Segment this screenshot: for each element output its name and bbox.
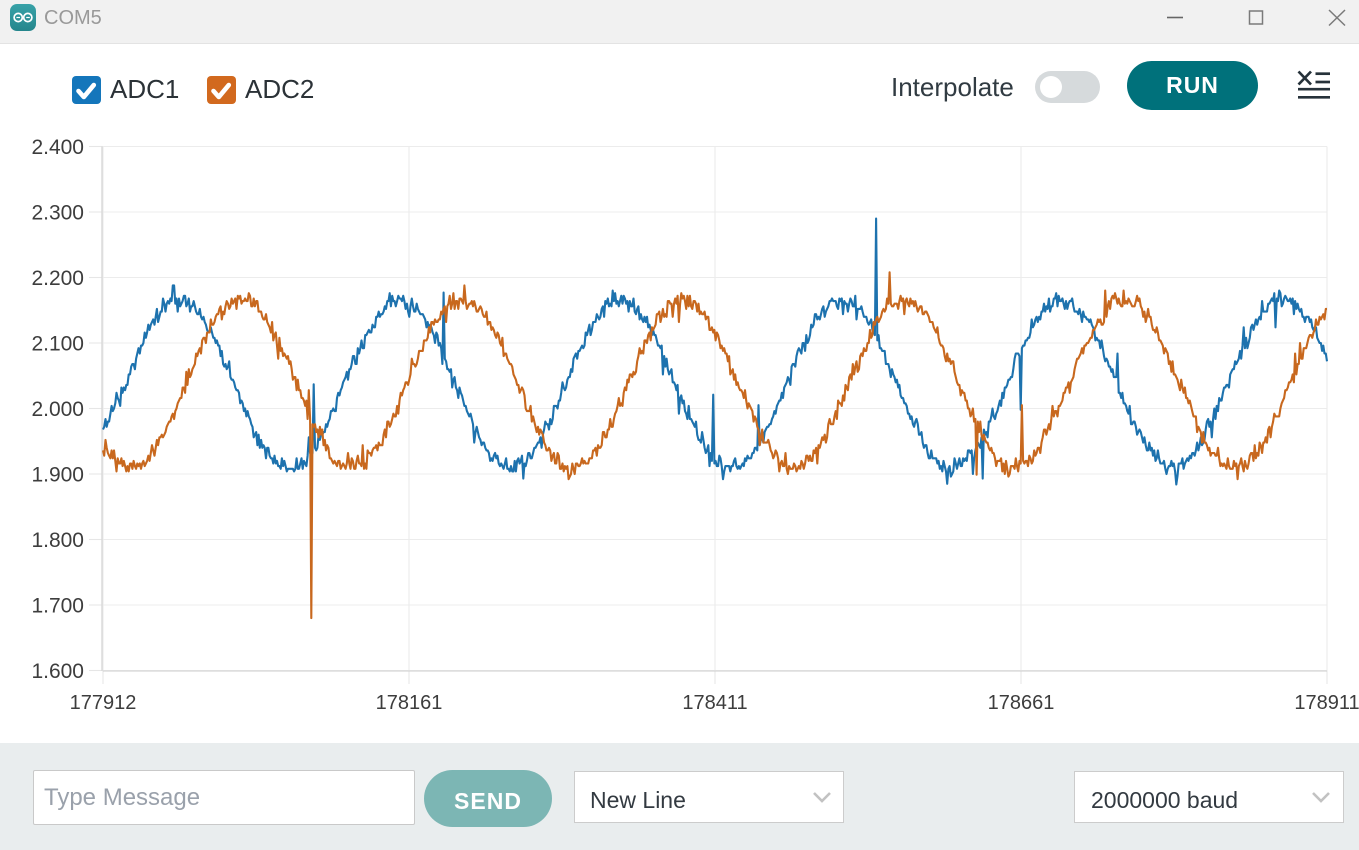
svg-text:1.800: 1.800: [31, 529, 84, 552]
svg-text:2.400: 2.400: [31, 136, 84, 159]
svg-text:178661: 178661: [988, 692, 1055, 714]
svg-text:2.300: 2.300: [31, 202, 84, 225]
svg-text:178411: 178411: [682, 692, 747, 714]
svg-text:178161: 178161: [376, 692, 443, 714]
svg-text:2.200: 2.200: [31, 267, 84, 290]
svg-text:2.000: 2.000: [31, 398, 84, 421]
svg-text:177912: 177912: [70, 692, 137, 714]
svg-text:2.100: 2.100: [31, 333, 84, 356]
svg-text:1.600: 1.600: [31, 660, 84, 683]
svg-text:1.900: 1.900: [31, 464, 84, 487]
svg-text:1.700: 1.700: [31, 595, 84, 618]
svg-text:178911: 178911: [1294, 692, 1359, 714]
